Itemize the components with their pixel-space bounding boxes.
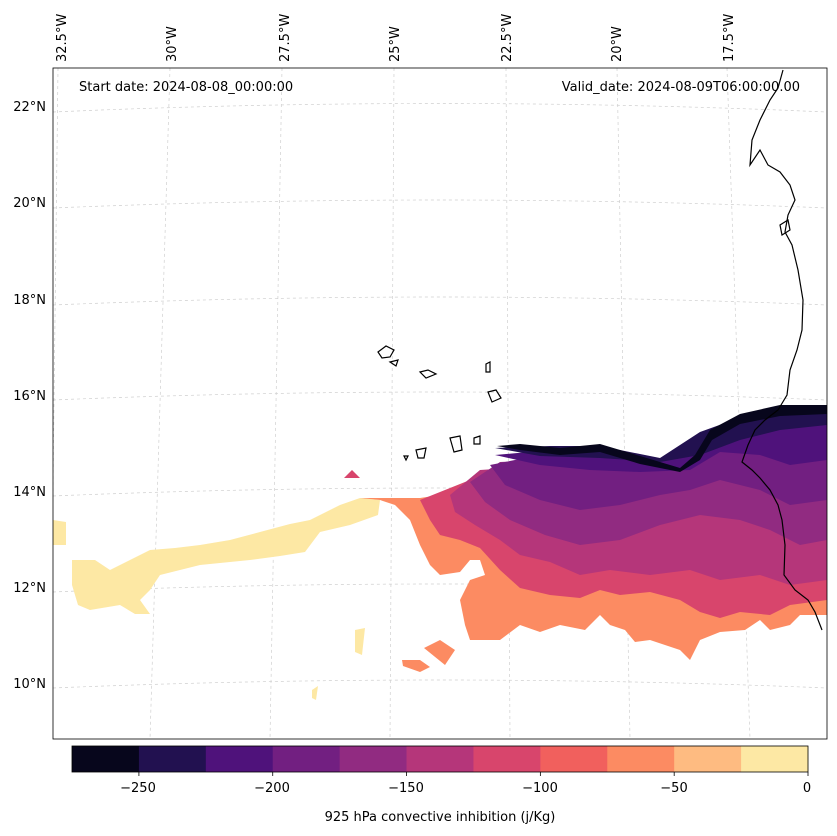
- lat-label-10n: 10°N: [13, 677, 46, 692]
- island-sal: [485, 361, 491, 373]
- map-panel: [53, 68, 827, 739]
- island-santiago: [449, 435, 463, 453]
- colorbar-title: 925 hPa convective inhibition (j/Kg): [325, 810, 556, 825]
- gridline-22n: [53, 103, 827, 113]
- contour-band-0-to-minus25: [53, 498, 380, 700]
- colorbar-tick-minus50: −50: [660, 781, 687, 796]
- lat-label-14n: 14°N: [13, 485, 46, 500]
- island-boa-vista: [487, 389, 502, 403]
- gridline-10n: [53, 679, 827, 689]
- colorbar-swatch: [205, 746, 274, 772]
- colorbar-swatch: [272, 746, 341, 772]
- gridline-12n: [53, 583, 827, 593]
- lon-label-22-5w: 22.5°W: [500, 14, 515, 62]
- lon-label-30w: 30°W: [165, 26, 180, 62]
- lon-label-20w: 20°W: [610, 26, 625, 62]
- valid-date-label: Valid_date: 2024-08-09T06:00:00.00: [562, 80, 800, 95]
- gridline-20n: [53, 199, 827, 209]
- african-coastline: [741, 69, 823, 631]
- colorbar: [71, 745, 809, 776]
- gridline-14n: [53, 487, 827, 497]
- gridline-16n: [53, 391, 827, 401]
- colorbar-swatch: [339, 746, 408, 772]
- colorbar-swatch: [473, 746, 541, 772]
- lat-label-16n: 16°N: [13, 389, 46, 404]
- island-sao-nicolau: [418, 369, 438, 379]
- lat-label-22n: 22°N: [13, 100, 46, 115]
- gridline-27-5w: [269, 68, 283, 739]
- island-maio: [473, 435, 481, 445]
- colorbar-swatch: [674, 746, 742, 772]
- coastline-outline: [377, 69, 823, 631]
- start-date-label: Start date: 2024-08-08_00:00:00: [79, 80, 293, 95]
- longitude-labels: 32.5°W 30°W 27.5°W 25°W 22.5°W 20°W 17.5…: [55, 14, 737, 62]
- colorbar-border: [71, 745, 809, 773]
- gridline-30w: [149, 68, 171, 739]
- colorbar-tick-minus250: −250: [120, 781, 156, 796]
- colorbar-tick-minus100: −100: [522, 781, 558, 796]
- colorbar-tick-minus150: −150: [388, 781, 424, 796]
- gridline-18n: [53, 296, 827, 306]
- map-frame: [52, 67, 828, 740]
- colorbar-tick-minus200: −200: [254, 781, 290, 796]
- contour-band-below-minus250: [497, 405, 827, 472]
- colorbar-swatch: [741, 746, 809, 772]
- lat-label-12n: 12°N: [13, 581, 46, 596]
- cin-filled-contours: [53, 405, 827, 700]
- island-brava: [403, 455, 409, 462]
- colorbar-tick-0: 0: [803, 781, 811, 796]
- colorbar-swatch: [138, 746, 207, 772]
- island-fogo: [415, 447, 427, 459]
- lon-label-27-5w: 27.5°W: [278, 14, 293, 62]
- latitude-labels: 22°N 20°N 18°N 16°N 14°N 12°N 10°N: [13, 100, 46, 692]
- lon-label-32-5w: 32.5°W: [55, 14, 70, 62]
- lat-label-18n: 18°N: [13, 293, 46, 308]
- lon-label-17-5w: 17.5°W: [722, 14, 737, 62]
- lon-label-25w: 25°W: [388, 26, 403, 62]
- coast-detail-north: [779, 219, 791, 236]
- gridline-25w: [389, 68, 395, 739]
- island-sao-vicente: [388, 359, 399, 367]
- colorbar-swatch: [540, 746, 608, 772]
- lat-label-20n: 20°N: [13, 196, 46, 211]
- colorbar-swatch: [607, 746, 675, 772]
- colorbar-ticks: −250 −200 −150 −100 −50 0: [120, 781, 811, 796]
- island-santo-antao: [377, 345, 395, 359]
- colorbar-swatch: [406, 746, 474, 772]
- colorbar-swatch: [72, 746, 140, 772]
